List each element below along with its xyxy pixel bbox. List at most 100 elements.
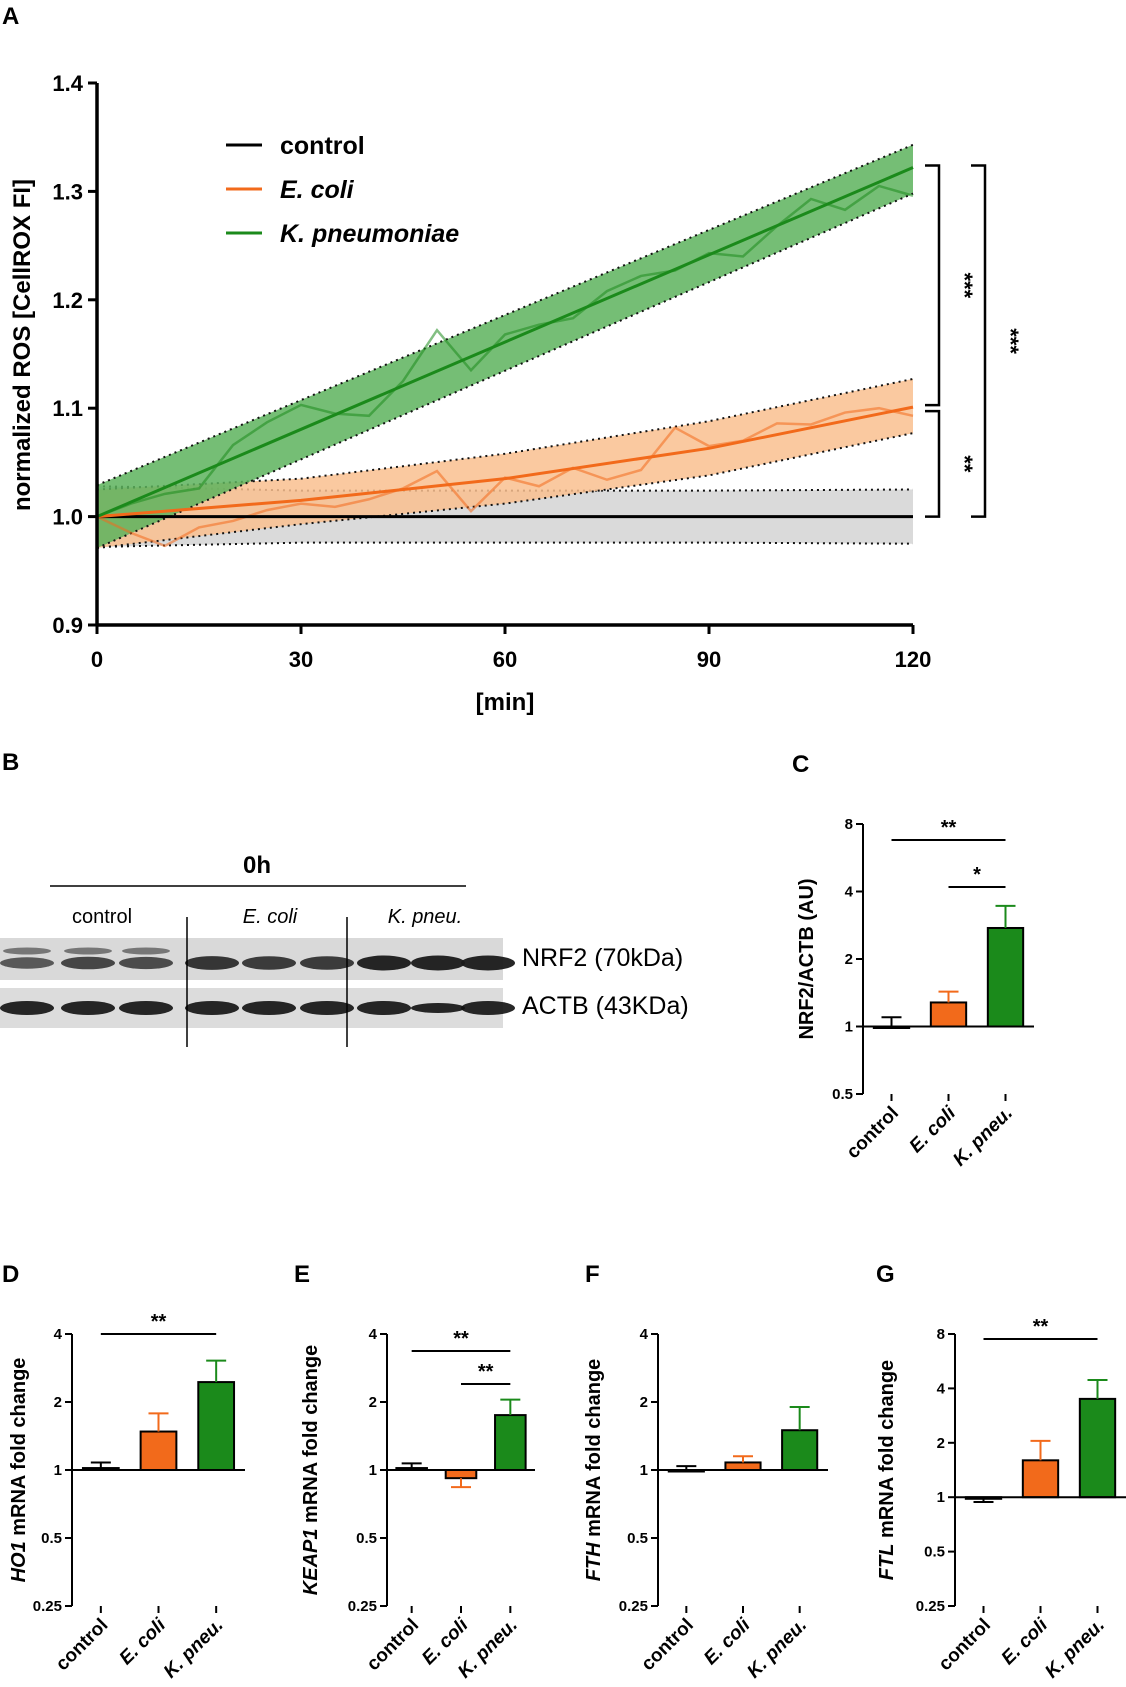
y-tick-label: 0.25 bbox=[619, 1598, 648, 1615]
y-tick-label: 0.9 bbox=[52, 613, 83, 638]
bar-1 bbox=[444, 1469, 478, 1480]
y-tick-label: 2 bbox=[845, 951, 853, 968]
significance-brackets: ******** bbox=[925, 164, 1023, 518]
bar-1 bbox=[929, 1001, 968, 1028]
sig-label: ** bbox=[151, 1311, 167, 1333]
sig-label: ** bbox=[453, 1328, 469, 1350]
y-axis-label: HO1 mRNA fold change bbox=[8, 1358, 30, 1583]
y-axis-label-gene: KEAP1 bbox=[300, 1529, 322, 1596]
x-axis-label: [min] bbox=[476, 689, 535, 716]
y-tick-label: 2 bbox=[369, 1394, 377, 1411]
axes: 0.9 1.0 1.1 1.2 1.3 1.4 0 30 60 90 120 bbox=[52, 71, 931, 672]
panel-label-b: B bbox=[2, 749, 19, 776]
legend-label: control bbox=[280, 132, 365, 160]
y-tick-label: 2 bbox=[640, 1394, 648, 1411]
band-ecoli bbox=[97, 378, 913, 549]
blot-image bbox=[0, 917, 515, 1047]
y-tick-label: 1 bbox=[369, 1462, 377, 1479]
fit-lines bbox=[96, 166, 914, 519]
x-tick-label: 60 bbox=[493, 647, 517, 672]
y-axis-label: KEAP1 mRNA fold change bbox=[300, 1345, 322, 1595]
blot-band-actb bbox=[300, 1001, 354, 1015]
y-tick-label: 1 bbox=[845, 1019, 853, 1036]
blot-group-control: control bbox=[72, 906, 132, 928]
y-axis-label-gene: HO1 bbox=[8, 1541, 30, 1582]
x-tick-label: K. pneu. bbox=[160, 1615, 228, 1683]
y-tick-label: 4 bbox=[640, 1326, 649, 1343]
bracket-ecoli-vs-control-label: ** bbox=[952, 455, 977, 473]
y-axis-label: normalized ROS [CellROX FI] bbox=[9, 179, 36, 511]
bar-2 bbox=[1078, 1397, 1117, 1499]
y-tick-label: 0.5 bbox=[356, 1530, 377, 1547]
sig-label: * bbox=[973, 864, 981, 886]
blot-row-label-actb: ACTB (43KDa) bbox=[522, 992, 689, 1020]
y-tick-label: 0.5 bbox=[627, 1530, 648, 1547]
x-tick-label: E. coli bbox=[906, 1102, 961, 1157]
confidence-bands bbox=[96, 143, 914, 550]
band-kpneu bbox=[97, 144, 913, 549]
x-tick-label: K. pneu. bbox=[1041, 1615, 1109, 1683]
blot-band-nrf2 bbox=[357, 955, 411, 971]
y-tick-label: 1.1 bbox=[52, 396, 83, 421]
panel-label-c: C bbox=[792, 751, 809, 778]
y-axis-label-gene: FTL bbox=[876, 1544, 898, 1581]
legend-label: K. pneumoniae bbox=[280, 220, 459, 248]
x-tick-label: 90 bbox=[697, 647, 721, 672]
y-tick-label: 1.3 bbox=[52, 179, 83, 204]
blot-band-nrf2 bbox=[461, 955, 515, 971]
y-axis-label-text: mRNA fold change bbox=[876, 1360, 898, 1544]
blot-row-label-nrf2: NRF2 (70kDa) bbox=[522, 944, 683, 972]
y-tick-label: 4 bbox=[937, 1380, 946, 1397]
fit-line-kpneu bbox=[96, 166, 914, 518]
y-tick-label: 1 bbox=[640, 1462, 648, 1479]
legend: control E. coli K. pneumoniae bbox=[226, 132, 459, 248]
x-tick-label: 30 bbox=[289, 647, 313, 672]
y-axis-label: NRF2/ACTB (AU) bbox=[796, 878, 818, 1039]
x-tick-label: 0 bbox=[91, 647, 103, 672]
y-axis-label-gene: FTH bbox=[583, 1542, 605, 1581]
blot-band-nrf2 bbox=[119, 956, 173, 970]
blot-band-nrf2-upper bbox=[64, 947, 112, 955]
blot-band-nrf2 bbox=[300, 956, 354, 970]
sig-label: ** bbox=[478, 1361, 494, 1383]
line-chart-panel-a: 0.9 1.0 1.1 1.2 1.3 1.4 0 30 60 90 120 control E. c… bbox=[9, 71, 1023, 716]
y-tick-label: 1.0 bbox=[52, 505, 83, 530]
panel-label-g: G bbox=[876, 1261, 895, 1288]
blot-band-nrf2 bbox=[242, 956, 296, 970]
bar-2 bbox=[494, 1414, 527, 1471]
blot-timepoint: 0h bbox=[243, 852, 271, 879]
bracket-kpneu-vs-control-label: *** bbox=[998, 328, 1023, 354]
sig-label: ** bbox=[1033, 1316, 1049, 1338]
y-tick-label: 4 bbox=[845, 884, 854, 901]
y-tick-label: 0.5 bbox=[832, 1086, 853, 1103]
y-axis-label: FTL mRNA fold change bbox=[876, 1360, 898, 1580]
y-axis-label-text: mRNA fold change bbox=[8, 1358, 30, 1542]
blot-group-kpneu: K. pneu. bbox=[388, 906, 463, 928]
y-tick-label: 4 bbox=[54, 1326, 63, 1343]
band-lower-ecoli bbox=[96, 432, 914, 550]
x-tick-label: E. coli bbox=[116, 1614, 171, 1669]
legend-label: E. coli bbox=[280, 176, 355, 204]
y-tick-label: 0.5 bbox=[41, 1530, 62, 1547]
fit-line-ecoli bbox=[96, 405, 914, 519]
x-tick-label: 120 bbox=[895, 647, 932, 672]
x-tick-label: control bbox=[52, 1615, 112, 1675]
bar-1 bbox=[1021, 1459, 1060, 1499]
bar-2 bbox=[986, 926, 1025, 1028]
x-tick-label: K. pneu. bbox=[743, 1615, 811, 1683]
blot-band-nrf2 bbox=[61, 956, 115, 970]
y-tick-label: 1.2 bbox=[52, 288, 83, 313]
blot-band-nrf2 bbox=[0, 957, 54, 969]
y-tick-label: 2 bbox=[54, 1394, 62, 1411]
x-tick-label: control bbox=[935, 1615, 995, 1675]
y-tick-label: 1 bbox=[54, 1462, 62, 1479]
blot-band-actb bbox=[185, 1001, 239, 1015]
blot-band-nrf2 bbox=[411, 955, 465, 971]
y-axis-label-text: NRF2/ACTB (AU) bbox=[796, 878, 818, 1039]
x-tick-label: control bbox=[363, 1615, 423, 1675]
western-blot-panel: 0h control E. coli K. pneu. NRF2 (70kDa)… bbox=[0, 852, 689, 1047]
blot-band-actb bbox=[411, 1003, 465, 1013]
